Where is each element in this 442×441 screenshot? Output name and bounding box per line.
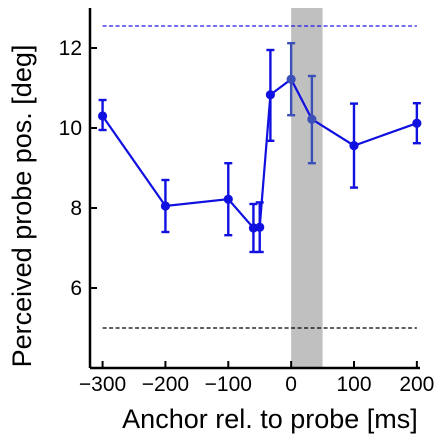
- x-tick-label-0: 0: [285, 373, 297, 396]
- y-tick-label-6: 6: [70, 277, 82, 300]
- data-point: [223, 194, 233, 204]
- reference-lines-layer: [102, 25, 417, 329]
- x-axis-label: Anchor rel. to probe [ms]: [122, 404, 418, 434]
- x-tick-label-100: 100: [336, 373, 371, 396]
- data-point: [160, 201, 171, 211]
- data-point: [265, 90, 275, 100]
- y-tick-label-10: 10: [59, 117, 82, 140]
- x-tick-label--100: −100: [205, 373, 252, 396]
- y-tick-label-8: 8: [70, 197, 82, 220]
- data-point: [307, 114, 317, 124]
- x-tick-label--200: −200: [142, 373, 189, 396]
- data-layer: [97, 42, 422, 254]
- x-tick-label--300: −300: [79, 373, 126, 396]
- axes: 6 8 10 12 −300 −200 −100 0 100 200: [59, 8, 434, 396]
- data-point: [286, 74, 296, 84]
- data-point: [349, 141, 359, 151]
- data-point: [412, 118, 422, 128]
- data-point: [255, 222, 265, 232]
- y-axis-label: Perceived probe pos. [deg]: [7, 45, 37, 368]
- y-tick-label-12: 12: [59, 37, 82, 60]
- x-tick-label-200: 200: [399, 373, 434, 396]
- shaded-region: [291, 8, 323, 368]
- data-point: [97, 111, 108, 121]
- shaded-region-layer: [291, 8, 323, 368]
- series-line-1: [101, 77, 418, 230]
